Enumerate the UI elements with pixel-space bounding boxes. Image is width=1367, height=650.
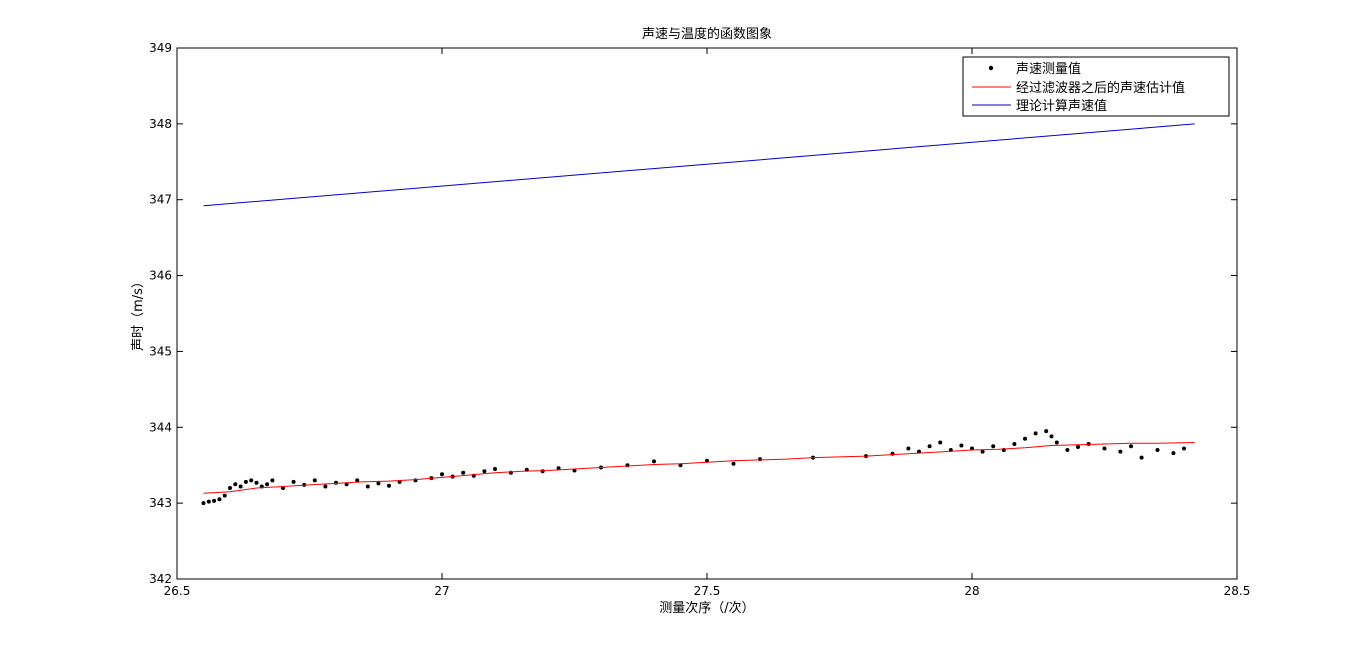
data-point (1118, 449, 1123, 454)
y-tick-label: 342 (149, 572, 172, 586)
y-tick-label: 344 (149, 420, 172, 434)
data-point (365, 484, 370, 489)
data-point (927, 444, 932, 449)
data-point (540, 469, 545, 474)
x-tick-label: 26.5 (164, 584, 191, 598)
data-point (1155, 448, 1160, 452)
data-point (254, 480, 259, 485)
legend-marker-measured (988, 65, 994, 71)
data-point (1012, 442, 1017, 446)
series-line-1 (203, 442, 1195, 494)
data-point (1076, 445, 1080, 449)
data-point (440, 472, 444, 477)
data-point (938, 440, 943, 445)
data-point (312, 478, 317, 483)
data-point (228, 486, 232, 490)
data-point (376, 481, 381, 486)
data-point (493, 467, 497, 471)
data-point (1044, 429, 1049, 434)
x-tick-label: 27.5 (694, 584, 721, 598)
y-axis-label: 声时（m/s） (131, 275, 146, 351)
legend: 声速测量值 经过滤波器之后的声速估计值 理论计算声速值 (962, 56, 1230, 117)
data-point (243, 479, 248, 484)
data-point (222, 493, 227, 498)
data-point (265, 482, 270, 487)
x-tick-label: 27 (434, 584, 449, 598)
data-point (291, 479, 296, 484)
data-point (387, 483, 391, 488)
data-point (217, 497, 222, 502)
data-point (1182, 446, 1186, 451)
x-tick-label: 28 (964, 584, 979, 598)
data-point (1054, 440, 1059, 445)
data-point (249, 478, 254, 483)
data-point (652, 459, 656, 464)
data-point (906, 446, 911, 451)
data-point (1049, 434, 1054, 439)
data-point (556, 466, 561, 471)
x-axis-label: 测量次序（/次） (659, 600, 754, 616)
y-tick-label: 343 (149, 496, 172, 510)
data-point (1102, 446, 1107, 451)
data-point (731, 461, 736, 466)
y-tick-label: 349 (149, 41, 172, 55)
data-point (1171, 451, 1176, 456)
data-point (233, 482, 238, 487)
data-point (991, 444, 996, 449)
data-point (1033, 431, 1038, 436)
data-point (1065, 448, 1070, 452)
chart-title: 声速与温度的函数图象 (642, 26, 772, 42)
data-point (334, 480, 338, 485)
data-point (890, 451, 895, 456)
data-point (206, 499, 211, 504)
data-point (625, 463, 630, 468)
data-point (1129, 444, 1133, 449)
data-point (355, 478, 360, 483)
data-point (212, 498, 217, 503)
data-point (980, 449, 985, 454)
data-point (270, 478, 275, 483)
data-point (959, 443, 964, 448)
data-point (238, 484, 243, 489)
legend-label-measured: 声速测量值 (1016, 61, 1081, 77)
y-tick-label: 346 (149, 269, 172, 283)
series-line-2 (203, 123, 1195, 207)
data-point (1139, 455, 1144, 460)
legend-label-theory: 理论计算声速值 (1016, 98, 1107, 114)
data-point (461, 470, 466, 475)
plot-area (176, 47, 1238, 580)
plot-series (201, 123, 1195, 506)
data-point (758, 457, 762, 462)
y-tick-label: 348 (149, 117, 172, 131)
x-axis: 26.5 27 27.5 28 28.5 (164, 48, 1251, 598)
y-tick-label: 345 (149, 344, 172, 358)
y-tick-label: 347 (149, 193, 172, 207)
data-point (201, 501, 206, 506)
data-point (1023, 436, 1027, 441)
data-point (482, 469, 487, 474)
y-axis: 342 343 344 345 346 347 348 349 (149, 41, 1237, 586)
data-point (323, 484, 328, 489)
legend-label-filtered: 经过滤波器之后的声速估计值 (1016, 80, 1185, 96)
x-tick-label: 28.5 (1224, 584, 1251, 598)
